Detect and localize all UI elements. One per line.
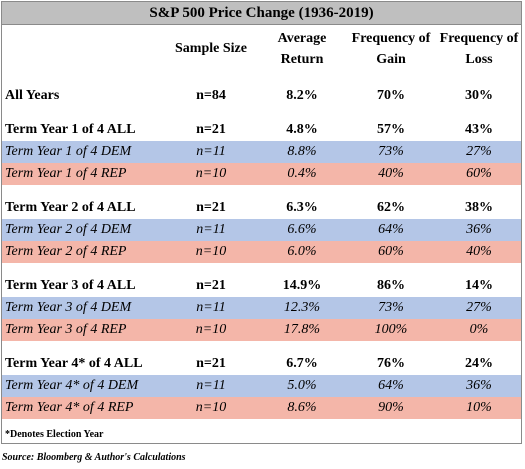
- row-label: Term Year 2 of 4 ALL: [5, 200, 136, 215]
- source-note: Source: Bloomberg & Author's Calculation…: [2, 452, 186, 463]
- frequency-of-loss-cell: 30%: [465, 88, 493, 103]
- table-row: Term Year 1 of 4 REP n=10 0.4% 40% 60%: [2, 163, 521, 185]
- sample-size-cell: n=21: [196, 122, 226, 137]
- table-row: Term Year 2 of 4 ALL n=21 6.3% 62% 38%: [2, 197, 521, 219]
- header-sample-size: Sample Size: [175, 41, 247, 56]
- sample-size-cell: n=10: [195, 244, 227, 259]
- frequency-of-loss-cell: 10%: [466, 400, 492, 415]
- row-label: Term Year 1 of 4 ALL: [5, 122, 136, 137]
- sample-size-cell: n=10: [195, 400, 227, 415]
- frequency-of-gain-cell: 100%: [374, 322, 408, 337]
- table-row: Term Year 1 of 4 DEM n=11 8.8% 73% 27%: [2, 141, 521, 163]
- sample-size-cell: n=21: [196, 200, 226, 215]
- frequency-of-gain-cell: 64%: [378, 222, 404, 237]
- header-average-return: Average Return: [277, 31, 327, 67]
- sample-size-cell: n=10: [195, 166, 227, 181]
- frequency-of-gain-cell: 86%: [377, 278, 405, 293]
- header-frequency-of-gain: Frequency of Gain: [351, 31, 431, 67]
- frequency-of-loss-cell: 38%: [465, 200, 493, 215]
- average-return-cell: 6.7%: [286, 356, 318, 371]
- table-row: Term Year 3 of 4 REP n=10 17.8% 100% 0%: [2, 319, 521, 341]
- row-gap: [2, 341, 521, 353]
- row-gap: [2, 263, 521, 275]
- row-label: Term Year 3 of 4 ALL: [5, 278, 136, 293]
- average-return-cell: 6.0%: [287, 244, 317, 259]
- frequency-of-loss-cell: 27%: [466, 300, 492, 315]
- sample-size-cell: n=10: [195, 322, 227, 337]
- table-row: Term Year 3 of 4 ALL n=21 14.9% 86% 14%: [2, 275, 521, 297]
- frequency-of-loss-cell: 40%: [466, 244, 492, 259]
- sample-size-cell: n=21: [196, 278, 226, 293]
- row-label: Term Year 4* of 4 ALL: [5, 356, 143, 371]
- frequency-of-gain-cell: 60%: [378, 244, 404, 259]
- row-label: Term Year 2 of 4 DEM: [5, 222, 132, 237]
- average-return-cell: 14.9%: [282, 278, 322, 293]
- row-label: Term Year 3 of 4 DEM: [5, 300, 132, 315]
- frequency-of-loss-cell: 0%: [469, 322, 489, 337]
- sample-size-cell: n=11: [196, 300, 226, 315]
- header-row: Sample Size Average Return Frequency of …: [2, 25, 521, 71]
- average-return-cell: 6.3%: [286, 200, 318, 215]
- row-label: Term Year 2 of 4 REP: [5, 244, 127, 259]
- row-gap: [2, 107, 521, 119]
- table-row: Term Year 2 of 4 DEM n=11 6.6% 64% 36%: [2, 219, 521, 241]
- average-return-cell: 8.2%: [286, 88, 318, 103]
- table-row: Term Year 4* of 4 REP n=10 8.6% 90% 10%: [2, 397, 521, 419]
- table-row: Term Year 4* of 4 DEM n=11 5.0% 64% 36%: [2, 375, 521, 397]
- average-return-cell: 4.8%: [286, 122, 318, 137]
- average-return-cell: 5.0%: [287, 378, 317, 393]
- sample-size-cell: n=11: [196, 378, 226, 393]
- frequency-of-gain-cell: 64%: [378, 378, 404, 393]
- table-title: S&P 500 Price Change (1936-2019): [2, 2, 521, 25]
- frequency-of-loss-cell: 36%: [466, 222, 492, 237]
- frequency-of-gain-cell: 76%: [377, 356, 405, 371]
- data-table: S&P 500 Price Change (1936-2019) Sample …: [1, 1, 522, 444]
- average-return-cell: 8.6%: [287, 400, 317, 415]
- frequency-of-loss-cell: 36%: [466, 378, 492, 393]
- average-return-cell: 12.3%: [283, 300, 321, 315]
- header-frequency-of-loss: Frequency of Loss: [439, 31, 519, 67]
- frequency-of-loss-cell: 27%: [466, 144, 492, 159]
- table-row: Term Year 1 of 4 ALL n=21 4.8% 57% 43%: [2, 119, 521, 141]
- sample-size-cell: n=11: [196, 144, 226, 159]
- frequency-of-gain-cell: 62%: [377, 200, 405, 215]
- sample-size-cell: n=11: [196, 222, 226, 237]
- frequency-of-gain-cell: 73%: [378, 144, 404, 159]
- frequency-of-gain-cell: 73%: [378, 300, 404, 315]
- sample-size-cell: n=84: [196, 88, 226, 103]
- frequency-of-gain-cell: 40%: [378, 166, 404, 181]
- row-gap: [2, 71, 521, 85]
- average-return-cell: 0.4%: [287, 166, 317, 181]
- row-label: Term Year 1 of 4 DEM: [5, 144, 132, 159]
- row-gap: [2, 185, 521, 197]
- table-body: All Years n=84 8.2% 70% 30% Term Year 1 of 4 …: [2, 71, 521, 419]
- row-label: Term Year 1 of 4 REP: [5, 166, 127, 181]
- frequency-of-loss-cell: 14%: [465, 278, 493, 293]
- row-label: Term Year 4* of 4 REP: [5, 400, 134, 415]
- frequency-of-loss-cell: 60%: [466, 166, 492, 181]
- frequency-of-gain-cell: 90%: [378, 400, 404, 415]
- frequency-of-loss-cell: 24%: [465, 356, 493, 371]
- average-return-cell: 6.6%: [287, 222, 317, 237]
- table-row: Term Year 2 of 4 REP n=10 6.0% 60% 40%: [2, 241, 521, 263]
- sample-size-cell: n=21: [196, 356, 226, 371]
- frequency-of-gain-cell: 70%: [377, 88, 405, 103]
- table-row: All Years n=84 8.2% 70% 30%: [2, 85, 521, 107]
- frequency-of-gain-cell: 57%: [377, 122, 405, 137]
- average-return-cell: 8.8%: [287, 144, 317, 159]
- footnote: *Denotes Election Year: [5, 429, 104, 440]
- table-row: Term Year 4* of 4 ALL n=21 6.7% 76% 24%: [2, 353, 521, 375]
- row-label: All Years: [5, 88, 60, 103]
- row-label: Term Year 3 of 4 REP: [5, 322, 127, 337]
- frequency-of-loss-cell: 43%: [465, 122, 493, 137]
- table-row: Term Year 3 of 4 DEM n=11 12.3% 73% 27%: [2, 297, 521, 319]
- average-return-cell: 17.8%: [283, 322, 321, 337]
- row-label: Term Year 4* of 4 DEM: [5, 378, 139, 393]
